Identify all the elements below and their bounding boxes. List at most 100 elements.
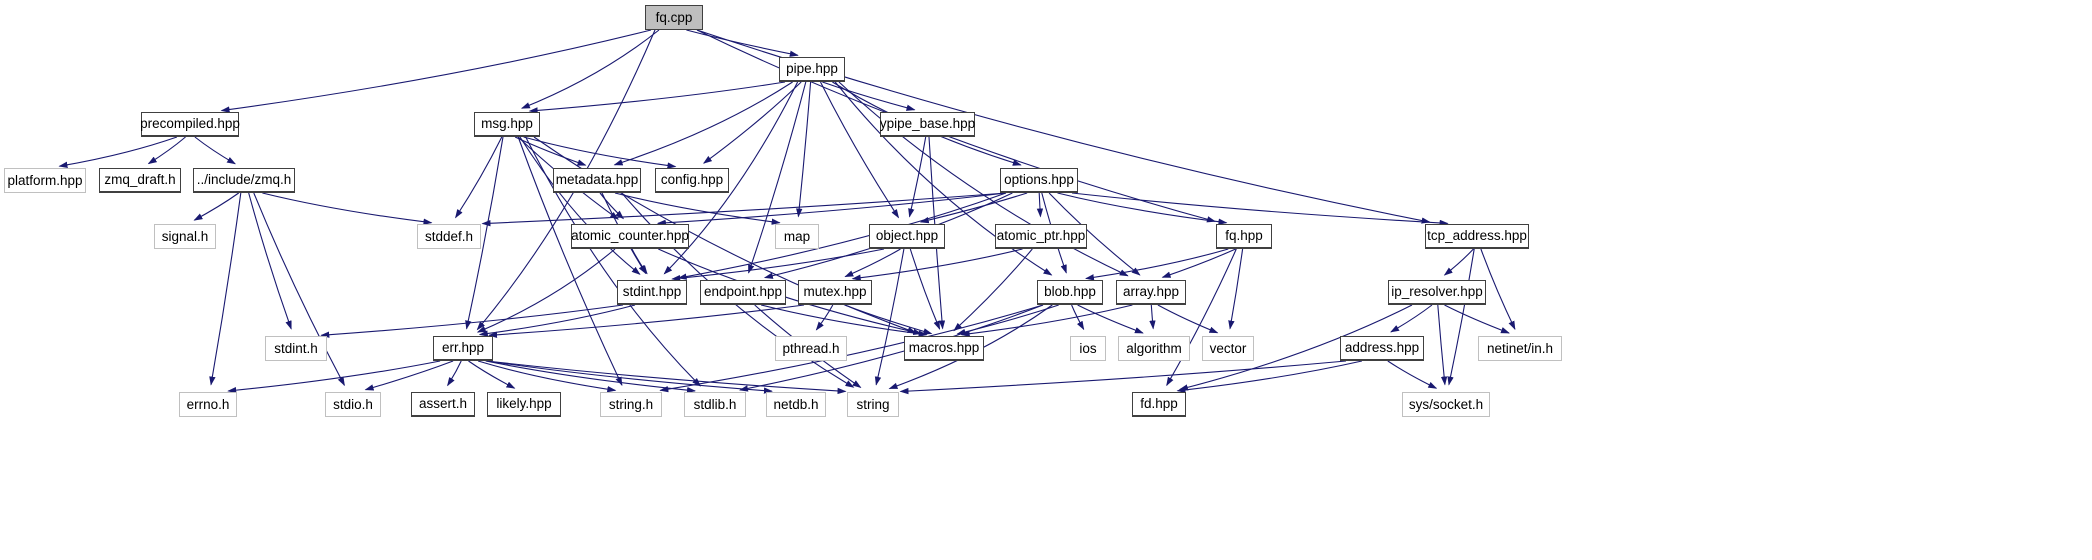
- graph-node-pthread-h[interactable]: pthread.h: [775, 336, 847, 361]
- graph-edge-address-hpp-to-string-std: [899, 360, 1347, 395]
- graph-node-atomic-counter-hpp[interactable]: atomic_counter.hpp: [571, 224, 689, 249]
- graph-node-label: atomic_counter.hpp: [571, 228, 689, 244]
- graph-edge-blob-hpp-to-algorithm: [1077, 304, 1144, 334]
- graph-node-pipe-hpp[interactable]: pipe.hpp: [779, 57, 845, 82]
- graph-node-fq-hpp[interactable]: fq.hpp: [1216, 224, 1272, 249]
- graph-node-metadata-hpp[interactable]: metadata.hpp: [553, 168, 641, 193]
- graph-node-options-hpp[interactable]: options.hpp: [1000, 168, 1078, 193]
- graph-node-fq-cpp[interactable]: fq.cpp: [645, 5, 703, 30]
- graph-edge-blob-hpp-to-ios: [1071, 304, 1085, 331]
- graph-edge-options-hpp-to-atomic-ptr-hpp: [1036, 192, 1044, 218]
- graph-node-ypipe-base-hpp[interactable]: ypipe_base.hpp: [880, 112, 975, 137]
- graph-node-label: macros.hpp: [908, 340, 980, 356]
- graph-edge-endpoint-hpp-to-macros-hpp: [760, 304, 928, 337]
- graph-node-stdint-h-left[interactable]: stdint.h: [265, 336, 327, 361]
- graph-node-label: stdio.h: [333, 396, 373, 412]
- graph-edge-pipe-hpp-to-msg-hpp: [528, 81, 786, 114]
- graph-node-netinet-in-h[interactable]: netinet/in.h: [1478, 336, 1562, 361]
- graph-node-label: stddef.h: [424, 228, 474, 244]
- graph-node-errno-h[interactable]: errno.h: [179, 392, 237, 417]
- graph-edge-options-hpp-to-stdint-hpp: [677, 192, 1007, 280]
- graph-node-label: mutex.hpp: [803, 284, 867, 300]
- graph-edge-fq-hpp-to-fd-hpp: [1166, 248, 1237, 387]
- graph-node-blob-hpp[interactable]: blob.hpp: [1037, 280, 1103, 305]
- graph-edge-err-hpp-to-stdio-h: [364, 360, 454, 391]
- graph-node-config-hpp[interactable]: config.hpp: [655, 168, 729, 193]
- graph-edge-atomic-ptr-hpp-to-macros-hpp: [953, 248, 1033, 332]
- graph-node-label: string.h: [608, 396, 654, 412]
- graph-edge-object-hpp-to-stdint-hpp: [671, 248, 885, 282]
- graph-node-label: ip_resolver.hpp: [1391, 284, 1483, 300]
- graph-edge-msg-hpp-to-stdint-hpp: [519, 136, 641, 275]
- graph-node-label: stdint.h: [274, 340, 318, 356]
- graph-node-string-std[interactable]: string: [847, 392, 899, 417]
- graph-node-macros-hpp[interactable]: macros.hpp: [904, 336, 984, 361]
- graph-node-label: ../include/zmq.h: [196, 172, 292, 188]
- graph-node-label: tcp_address.hpp: [1427, 228, 1527, 244]
- graph-edge-precompiled-hpp-to-platform-hpp: [58, 136, 178, 168]
- graph-node-netdb-h[interactable]: netdb.h: [766, 392, 826, 417]
- graph-node-map[interactable]: map: [775, 224, 819, 249]
- graph-node-stdio-h[interactable]: stdio.h: [325, 392, 381, 417]
- graph-node-precompiled-hpp[interactable]: precompiled.hpp: [140, 112, 240, 137]
- graph-node-object-hpp[interactable]: object.hpp: [869, 224, 945, 249]
- graph-node-err-hpp[interactable]: err.hpp: [433, 336, 493, 361]
- graph-edge-address-hpp-to-sys-socket-h: [1387, 360, 1438, 389]
- graph-edge-pipe-hpp-to-ypipe-base-hpp: [822, 81, 916, 111]
- graph-node-algorithm[interactable]: algorithm: [1118, 336, 1190, 361]
- graph-node-signal-h[interactable]: signal.h: [154, 224, 216, 249]
- graph-node-zmq-draft-h[interactable]: zmq_draft.h: [99, 168, 181, 193]
- graph-node-vector[interactable]: vector: [1202, 336, 1254, 361]
- graph-edge-options-hpp-to-stddef-h: [481, 192, 1007, 227]
- graph-node-label: netdb.h: [773, 396, 819, 412]
- graph-edge-tcp-address-hpp-to-ip-resolver-hpp: [1443, 248, 1474, 276]
- graph-node-include-zmq-h[interactable]: ../include/zmq.h: [193, 168, 295, 193]
- graph-edge-mutex-hpp-to-macros-hpp: [844, 304, 933, 335]
- graph-node-ip-resolver-hpp[interactable]: ip_resolver.hpp: [1388, 280, 1486, 305]
- graph-node-stdint-hpp[interactable]: stdint.hpp: [617, 280, 687, 305]
- graph-edge-options-hpp-to-tcp-address-hpp: [1071, 192, 1449, 227]
- graph-node-ios[interactable]: ios: [1070, 336, 1106, 361]
- graph-node-label: blob.hpp: [1044, 284, 1096, 300]
- graph-node-label: zmq_draft.h: [104, 172, 176, 188]
- graph-node-label: array.hpp: [1122, 284, 1180, 300]
- graph-node-label: algorithm: [1126, 340, 1182, 356]
- graph-edge-object-hpp-to-mutex-hpp: [844, 248, 901, 278]
- graph-node-label: endpoint.hpp: [703, 284, 783, 300]
- graph-node-string-h[interactable]: string.h: [600, 392, 662, 417]
- graph-edge-ip-resolver-hpp-to-netinet-in-h: [1444, 304, 1510, 334]
- graph-edge-fq-cpp-to-pipe-hpp: [686, 29, 799, 57]
- graph-node-stdlib-h[interactable]: stdlib.h: [684, 392, 746, 417]
- graph-edge-tcp-address-hpp-to-sys-socket-h: [1447, 248, 1475, 386]
- graph-node-assert-h[interactable]: assert.h: [411, 392, 475, 417]
- graph-node-mutex-hpp[interactable]: mutex.hpp: [798, 280, 872, 305]
- graph-edge-fq-cpp-to-precompiled-hpp: [220, 29, 652, 113]
- graph-node-fd-hpp[interactable]: fd.hpp: [1132, 392, 1186, 417]
- graph-node-msg-hpp[interactable]: msg.hpp: [474, 112, 540, 137]
- graph-node-label: sys/socket.h: [1408, 396, 1484, 412]
- graph-node-stddef-h[interactable]: stddef.h: [417, 224, 481, 249]
- graph-node-tcp-address-hpp[interactable]: tcp_address.hpp: [1425, 224, 1529, 249]
- graph-node-address-hpp[interactable]: address.hpp: [1340, 336, 1424, 361]
- graph-edge-precompiled-hpp-to-include-zmq-h: [194, 136, 236, 165]
- graph-edge-stdint-hpp-to-stdint-h-left: [320, 304, 624, 338]
- graph-node-atomic-ptr-hpp[interactable]: atomic_ptr.hpp: [995, 224, 1087, 249]
- graph-edge-array-hpp-to-algorithm: [1149, 304, 1156, 330]
- graph-edge-ypipe-base-hpp-to-object-hpp: [908, 136, 927, 218]
- graph-node-label: signal.h: [161, 228, 209, 244]
- graph-node-label: ios: [1079, 340, 1097, 356]
- graph-edge-mutex-hpp-to-err-hpp: [488, 304, 805, 338]
- graph-edge-fq-cpp-to-msg-hpp: [520, 29, 660, 109]
- graph-edge-metadata-hpp-to-map: [614, 192, 781, 225]
- graph-node-array-hpp[interactable]: array.hpp: [1116, 280, 1186, 305]
- graph-edge-atomic-counter-hpp-to-err-hpp: [476, 248, 616, 333]
- graph-node-label: pipe.hpp: [786, 61, 838, 77]
- graph-edge-blob-hpp-to-string-h: [659, 304, 1044, 393]
- graph-node-platform-hpp[interactable]: platform.hpp: [4, 168, 86, 193]
- graph-node-sys-socket-h[interactable]: sys/socket.h: [1402, 392, 1490, 417]
- graph-edge-include-zmq-h-to-stdint-h-left: [248, 192, 292, 330]
- graph-node-endpoint-hpp[interactable]: endpoint.hpp: [700, 280, 786, 305]
- graph-node-label: errno.h: [186, 396, 230, 412]
- graph-node-likely-hpp[interactable]: likely.hpp: [487, 392, 561, 417]
